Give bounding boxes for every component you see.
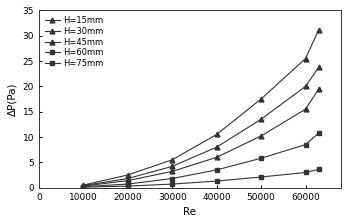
H=45mm — [214, 156, 219, 159]
H=15mm — [170, 158, 174, 161]
H=30mm — [259, 118, 263, 121]
H=75mm — [170, 183, 174, 185]
H=45mm — [259, 135, 263, 137]
H=15mm — [303, 57, 308, 60]
H=15mm — [317, 28, 321, 31]
H=75mm — [126, 185, 130, 187]
Line: H=45mm: H=45mm — [81, 86, 321, 189]
X-axis label: Re: Re — [183, 207, 197, 217]
H=30mm — [303, 85, 308, 88]
Line: H=15mm: H=15mm — [81, 27, 321, 187]
H=60mm — [214, 169, 219, 171]
H=30mm — [317, 66, 321, 69]
H=60mm — [81, 185, 85, 188]
H=60mm — [170, 177, 174, 180]
H=60mm — [303, 143, 308, 146]
H=75mm — [317, 168, 321, 171]
H=45mm — [81, 185, 85, 187]
H=15mm — [259, 98, 263, 100]
H=45mm — [317, 88, 321, 90]
H=75mm — [214, 180, 219, 182]
H=60mm — [126, 183, 130, 185]
H=75mm — [303, 171, 308, 174]
H=30mm — [214, 146, 219, 149]
H=30mm — [126, 177, 130, 180]
H=75mm — [259, 176, 263, 178]
H=60mm — [317, 132, 321, 134]
Line: H=75mm: H=75mm — [81, 167, 321, 189]
H=45mm — [126, 179, 130, 182]
H=45mm — [170, 170, 174, 173]
H=15mm — [126, 174, 130, 176]
H=30mm — [81, 184, 85, 187]
H=45mm — [303, 108, 308, 110]
H=75mm — [81, 186, 85, 188]
H=60mm — [259, 157, 263, 160]
Line: H=30mm: H=30mm — [81, 65, 321, 188]
H=30mm — [170, 165, 174, 168]
Line: H=60mm: H=60mm — [81, 131, 321, 189]
H=15mm — [81, 184, 85, 186]
H=15mm — [214, 133, 219, 136]
Legend: H=15mm, H=30mm, H=45mm, H=60mm, H=75mm: H=15mm, H=30mm, H=45mm, H=60mm, H=75mm — [42, 14, 106, 70]
Y-axis label: ΔP(Pa): ΔP(Pa) — [7, 82, 17, 116]
